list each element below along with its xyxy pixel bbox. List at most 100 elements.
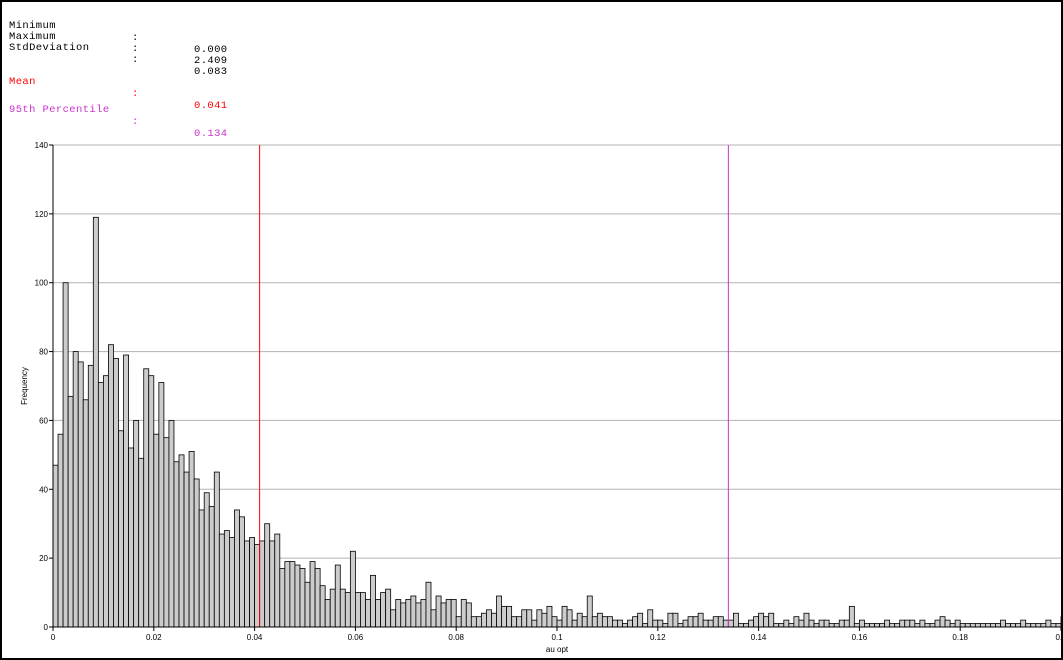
histogram-bar [108, 344, 114, 628]
histogram-bar [909, 619, 916, 628]
histogram-bar [576, 612, 583, 628]
stat-row-maximum: Maximum : 2.409 [9, 19, 227, 79]
histogram-bar [516, 616, 523, 628]
histogram-bar [748, 619, 754, 628]
histogram-bar [929, 623, 936, 628]
histogram-bar [228, 537, 235, 628]
histogram-bar [1010, 623, 1017, 628]
histogram-bar [249, 537, 255, 628]
histogram-bar [934, 619, 941, 628]
histogram-bar [254, 543, 261, 628]
histogram-bar [480, 612, 487, 628]
histogram-bar [354, 592, 361, 628]
x-tick-label: 0.08 [448, 633, 464, 642]
histogram-bar [727, 619, 734, 628]
histogram-bar [82, 399, 89, 628]
histogram-bar [475, 616, 482, 628]
histogram-bar [591, 616, 598, 628]
y-tick-label: 0 [44, 623, 49, 632]
x-tick-label: 0.1 [551, 633, 563, 642]
histogram-bar [596, 612, 603, 628]
histogram-bar [798, 619, 805, 628]
histogram-bar [52, 464, 59, 628]
histogram-bar [87, 364, 94, 628]
histogram-bar [652, 619, 659, 628]
histogram-bar [985, 623, 991, 628]
histogram-bar [990, 623, 996, 628]
histogram-bar [380, 592, 387, 628]
histogram-bar [793, 616, 800, 628]
x-tick-label: 0.18 [952, 633, 968, 642]
histogram-bar [1025, 623, 1032, 628]
histogram-bar [722, 619, 729, 628]
histogram-bar [879, 623, 885, 628]
histogram-bar [692, 616, 699, 628]
histogram-bar [279, 568, 286, 628]
histogram-bar [370, 574, 376, 628]
histogram-bar [712, 616, 719, 628]
histogram-bar [687, 616, 694, 628]
stat-label-mean: Mean [9, 76, 36, 88]
histogram-bar [62, 282, 69, 628]
histogram-bar [158, 382, 165, 628]
histogram-bar [168, 420, 175, 628]
histogram-bar [430, 609, 437, 628]
histogram-bar [601, 616, 608, 628]
histogram-bar [778, 623, 785, 628]
histogram-bar [375, 599, 381, 628]
histogram-bar [314, 568, 321, 628]
stat-colon: : [132, 32, 139, 44]
stat-row-stddeviation: StdDeviation : 0.083 [9, 30, 227, 90]
histogram-bar [667, 612, 674, 628]
histogram-bar [385, 588, 392, 628]
histogram-bar [964, 623, 971, 628]
histogram-bar [193, 478, 200, 628]
histogram-bar [339, 588, 346, 628]
histogram-bar [566, 609, 573, 628]
histogram-bar [803, 612, 810, 628]
histogram-bar [470, 616, 477, 628]
histogram-bar [1020, 619, 1027, 628]
histogram-bar [521, 609, 528, 628]
x-tick-label: 0 [51, 633, 56, 642]
y-axis-title: Frequency [20, 367, 29, 405]
histogram-bar [853, 623, 860, 628]
stat-value-stddeviation: 0.083 [194, 66, 228, 78]
histogram-bar [959, 623, 966, 628]
histogram-bar [319, 585, 326, 628]
histogram-bar [707, 619, 714, 628]
histogram-bar [77, 361, 84, 628]
histogram-bar [974, 623, 981, 628]
histogram-bar [859, 619, 865, 628]
histogram-bar [284, 561, 291, 628]
histogram-bar [914, 623, 921, 628]
histogram-bar [334, 564, 341, 628]
stat-label-maximum: Maximum [9, 31, 56, 43]
histogram-bar [944, 619, 951, 628]
histogram-bar [218, 533, 225, 628]
histogram-bar [67, 395, 74, 628]
histogram-bar [738, 623, 744, 628]
histogram-bar [203, 492, 210, 628]
histogram-bar [677, 623, 684, 628]
histogram-bar [163, 437, 170, 628]
histogram-bar [274, 533, 281, 628]
stat-value-minimum: 0.000 [194, 44, 228, 56]
histogram-bar [390, 609, 397, 628]
histogram-bar [894, 623, 901, 628]
stat-value-mean: 0.041 [194, 100, 228, 112]
histogram-bar [344, 592, 351, 628]
x-tick-label: 0.16 [852, 633, 868, 642]
histogram-bar [874, 623, 880, 628]
stat-colon: : [132, 116, 139, 128]
histogram-bar [889, 623, 896, 628]
x-tick-label: 0.14 [751, 633, 767, 642]
histogram-bar [758, 612, 765, 628]
histogram-bar [329, 588, 336, 628]
histogram-bar [637, 612, 644, 628]
x-tick-label: 0.2 [1055, 633, 1061, 642]
histogram-bar [143, 368, 150, 628]
histogram-bar [208, 506, 215, 628]
histogram-bar [763, 616, 770, 628]
histogram-bar [571, 619, 578, 628]
